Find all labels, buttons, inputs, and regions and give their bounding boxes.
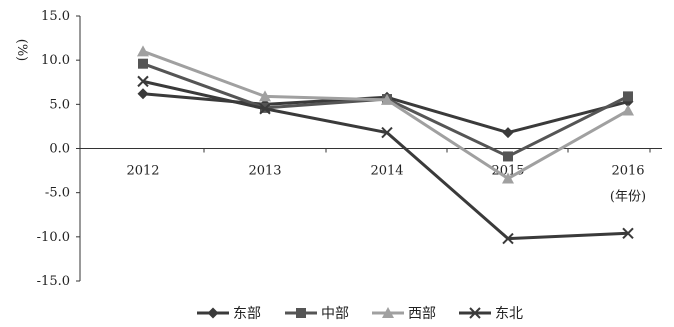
data-point-x (622, 227, 634, 240)
legend-item: 东部 (197, 306, 261, 322)
series-line (142, 49, 629, 181)
y-tick-label: 15.0 (41, 9, 70, 24)
legend-item: 中部 (285, 306, 349, 322)
x-tick-label: 2012 (126, 164, 159, 179)
data-point-diamond (502, 127, 514, 139)
data-point-x (381, 126, 393, 139)
y-tick-label: -15.0 (37, 274, 70, 289)
data-point-x (469, 307, 481, 319)
data-point-square (296, 308, 306, 318)
series-2 (138, 58, 633, 162)
data-point-square (623, 91, 633, 102)
data-point-square (503, 151, 513, 162)
legend-label: 中部 (321, 306, 349, 322)
series-line (142, 79, 629, 241)
data-point-diamond (207, 307, 219, 319)
axes: 15.0 10.0 5.0 0.0 -5.0 -10.0 -15.0 2012 2013 2014… (14, 9, 662, 289)
data-point-triangle (622, 104, 634, 116)
legend-item: 西部 (372, 306, 436, 322)
x-tick-label: 2013 (248, 164, 281, 179)
x-axis-title: (年份) (610, 190, 646, 205)
series-3 (137, 45, 634, 184)
data-point-square (138, 58, 148, 69)
data-point-triangle (137, 45, 149, 57)
y-tick-label: 5.0 (49, 97, 70, 112)
series-4 (137, 75, 634, 245)
legend-label: 东北 (495, 306, 523, 322)
data-point-triangle (382, 307, 394, 318)
data-point-diamond (137, 88, 149, 100)
data-point-triangle (381, 93, 393, 105)
data-point-triangle (502, 172, 514, 184)
y-axis-title: (%) (14, 39, 29, 62)
legend-label: 东部 (233, 306, 261, 322)
legend: 东部 中部 西部 东北 (197, 306, 523, 322)
y-tick-label: -5.0 (45, 186, 70, 201)
legend-label: 西部 (408, 306, 436, 322)
data-point-x (259, 103, 271, 115)
data-point-triangle (259, 90, 271, 102)
x-tick-label: 2014 (370, 164, 403, 179)
y-tick-label: 10.0 (41, 53, 70, 68)
data-point-x (137, 75, 149, 88)
x-tick-label: 2016 (611, 164, 644, 179)
series-layer (137, 45, 634, 245)
legend-item: 东北 (459, 306, 523, 322)
y-tick-label: 0.0 (49, 142, 70, 157)
y-tick-label: -10.0 (37, 230, 70, 245)
data-point-x (502, 232, 514, 245)
